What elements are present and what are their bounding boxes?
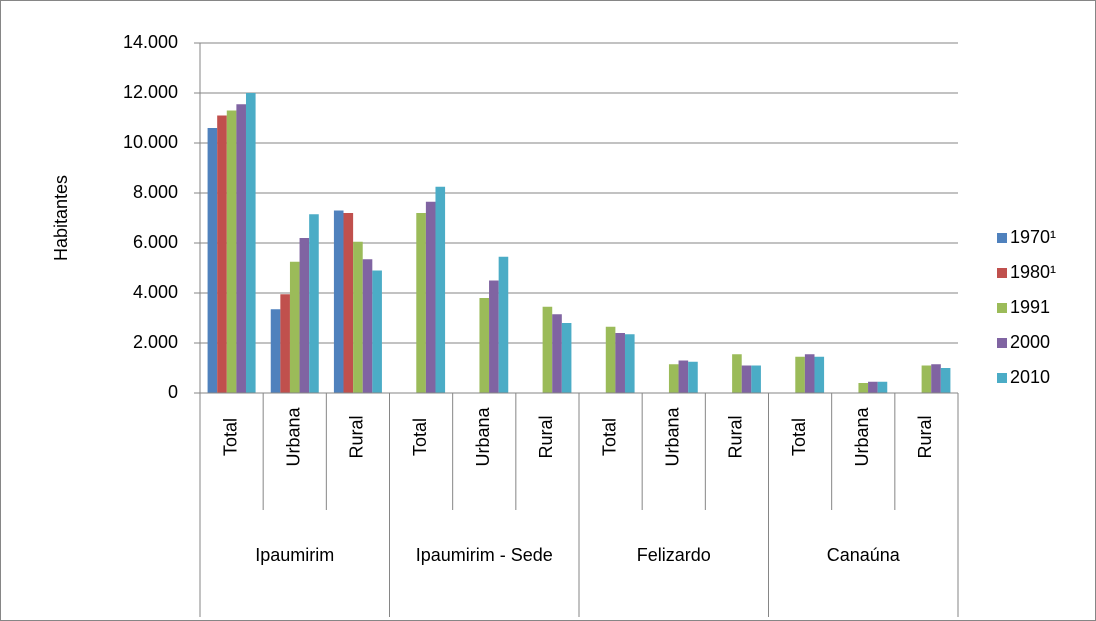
bar (804, 354, 815, 393)
bar (858, 383, 869, 393)
bar (309, 214, 319, 393)
group-label: Ipaumirim (255, 545, 335, 565)
bar (732, 354, 742, 393)
bar (270, 309, 281, 393)
bar (814, 356, 825, 393)
bar (372, 270, 382, 393)
legend-label: 2000 (1010, 332, 1050, 352)
bar (921, 365, 932, 393)
bar (498, 256, 509, 393)
bar (552, 314, 562, 393)
y-tick-label: 4.000 (133, 282, 178, 302)
bar (615, 333, 625, 393)
bar (479, 298, 490, 393)
bar (868, 381, 878, 393)
bar (678, 360, 689, 393)
x-tick-label: Urbana (473, 406, 493, 466)
x-tick-label: Urbana (284, 406, 304, 466)
bar (226, 110, 237, 393)
legend-swatch (997, 268, 1007, 278)
bar (333, 210, 344, 393)
bar (343, 213, 354, 393)
y-axis-title: Habitantes (51, 175, 71, 261)
legend-label: 1970¹ (1010, 227, 1056, 247)
legend-swatch (997, 233, 1007, 243)
legend-label: 2010 (1010, 367, 1050, 387)
bar (435, 186, 446, 393)
x-tick-label: Total (220, 418, 240, 456)
x-tick-label: Total (410, 418, 430, 456)
bar (236, 104, 246, 393)
bar (207, 128, 218, 393)
y-tick-label: 10.000 (123, 132, 178, 152)
group-label: Canaúna (826, 545, 900, 565)
x-tick-label: Urbana (852, 406, 872, 466)
bar (877, 381, 888, 393)
bar (624, 334, 635, 393)
legend-label: 1991 (1010, 297, 1050, 317)
legend-swatch (997, 338, 1007, 348)
bar (280, 294, 290, 393)
bar (605, 326, 616, 393)
y-tick-label: 12.000 (123, 82, 178, 102)
legend-swatch (997, 303, 1007, 313)
x-tick-label: Total (789, 418, 809, 456)
x-tick-label: Urbana (663, 406, 683, 466)
bar (416, 213, 426, 393)
bar (245, 93, 256, 393)
bar (940, 368, 951, 393)
bar (751, 365, 761, 393)
bar (425, 201, 436, 393)
bar (489, 280, 499, 393)
y-tick-label: 2.000 (133, 332, 178, 352)
bar (289, 261, 300, 393)
x-tick-label: Rural (536, 415, 556, 458)
group-label: Felizardo (636, 545, 711, 565)
y-tick-label: 8.000 (133, 182, 178, 202)
bar (217, 115, 227, 393)
bar (688, 361, 698, 393)
bar (362, 259, 373, 393)
x-tick-label: Total (599, 418, 619, 456)
bar (299, 238, 310, 393)
group-label: Ipaumirim - Sede (415, 545, 553, 565)
bar (668, 364, 679, 393)
x-tick-label: Rural (915, 415, 935, 458)
y-tick-label: 6.000 (133, 232, 178, 252)
x-tick-label: Rural (726, 415, 746, 458)
bar (795, 356, 805, 393)
x-tick-label: Rural (347, 415, 367, 458)
legend-label: 1980¹ (1010, 262, 1056, 282)
bar (741, 365, 752, 393)
bar (542, 306, 553, 393)
bar (931, 364, 941, 393)
bar (353, 241, 363, 393)
y-tick-label: 0 (168, 382, 178, 402)
y-tick-label: 14.000 (123, 32, 178, 52)
bar (561, 323, 572, 393)
legend-swatch (997, 373, 1007, 383)
